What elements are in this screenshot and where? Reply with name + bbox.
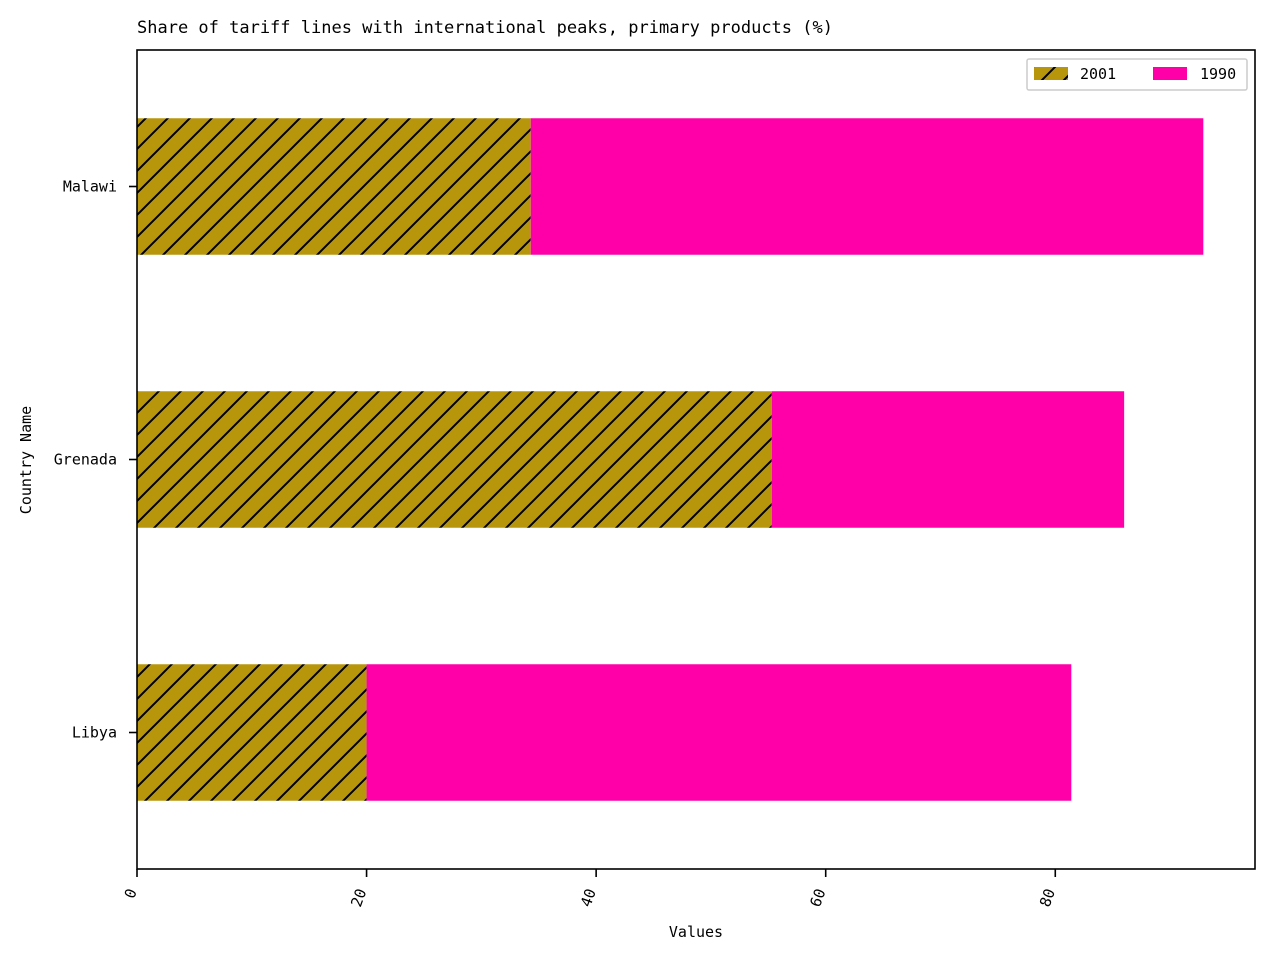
legend-frame: [1026, 58, 1248, 91]
legend-label-1990: 1990: [1200, 65, 1236, 83]
legend-swatch-2001: [1034, 67, 1068, 80]
x-tick-label-80: 80: [1036, 886, 1059, 909]
x-tick-label-0: 0: [121, 886, 141, 901]
x-tick-label-20: 20: [347, 886, 370, 909]
y-tick-label-grenada: Grenada: [54, 451, 117, 469]
bars-group: [137, 118, 1204, 801]
legend-swatch-1990: [1153, 67, 1187, 80]
bar-2001-libya: [137, 664, 367, 801]
bar-2001-grenada: [137, 391, 772, 528]
bar-1990-libya: [366, 664, 1072, 801]
legend-label-2001: 2001: [1080, 65, 1116, 83]
bar-2001-malawi: [137, 118, 531, 255]
legend: 2001 1990: [1026, 58, 1248, 91]
x-tick-label-60: 60: [806, 886, 829, 909]
x-tick-label-40: 40: [577, 886, 600, 909]
bar-1990-malawi: [530, 118, 1204, 255]
y-tick-label-libya: Libya: [72, 724, 117, 742]
y-axis-label: Country Name: [17, 406, 35, 514]
x-axis: 0 20 40 60 80: [121, 869, 1059, 909]
y-axis: Libya Grenada Malawi: [54, 178, 137, 742]
bar-1990-grenada: [771, 391, 1125, 528]
x-axis-label: Values: [669, 923, 723, 941]
y-tick-label-malawi: Malawi: [63, 178, 117, 196]
chart-title: Share of tariff lines with international…: [137, 18, 833, 38]
